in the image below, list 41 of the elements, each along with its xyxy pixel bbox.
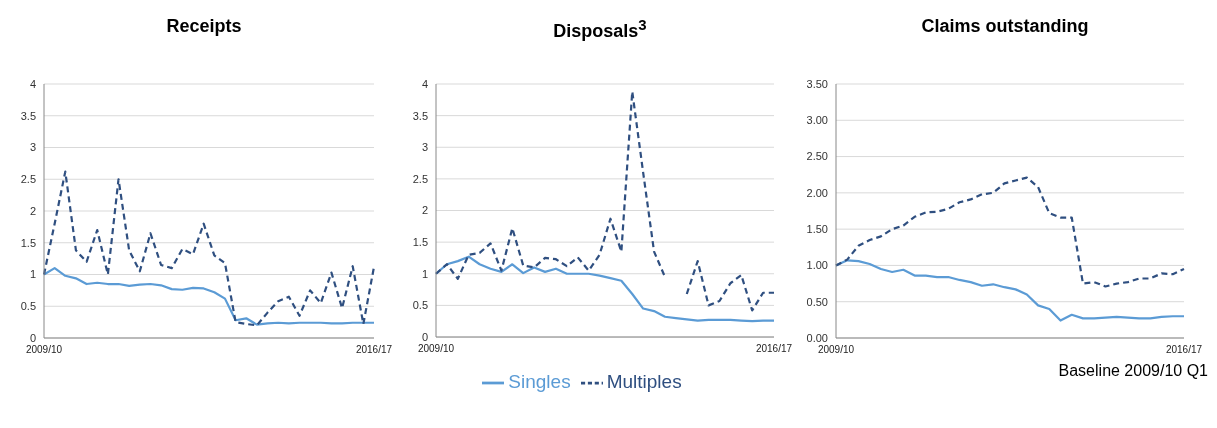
legend-label: Singles [508,371,571,393]
y-tick-label: 0.5 [20,300,36,313]
chart-title: Claims outstanding [920,15,1090,38]
chart-title: Disposals$^{3}$ [552,15,648,43]
text: Baseline 2009/10 Q1 [1057,362,1209,380]
y-tick-label: 0.00 [806,331,828,344]
line-series [42,267,376,326]
y-tick-label: 3 [421,141,428,154]
y-tick-label: 3.5 [20,109,36,122]
line-series [834,176,1186,288]
y-tick-label: 0 [29,331,36,344]
y-tick-label: 1.5 [412,236,428,249]
y-tick-label: 4 [421,77,428,90]
x-tick-label: 2009/10 [817,344,855,356]
y-tick-label: 2.50 [806,150,828,163]
x-tick-label: 2016/17 [1165,344,1203,356]
x-tick-label: 2009/10 [25,344,63,356]
y-tick-label: 0.5 [412,299,428,312]
y-tick-label: 3.50 [806,77,828,90]
x-tick-label: 2009/10 [417,343,455,355]
y-tick-label: 3.5 [412,109,428,122]
x-tick-label: 2016/17 [755,343,793,355]
y-tick-label: 4 [29,77,36,90]
y-tick-label: 0 [421,330,428,343]
y-tick-label: 1 [421,267,428,280]
line-series [42,170,376,327]
y-tick-label: 3 [29,141,36,154]
y-tick-label: 1 [29,268,36,281]
y-tick-label: 0.50 [806,295,828,308]
y-tick-label: 2 [421,204,428,217]
legend-label: Multiples [606,371,682,393]
y-tick-label: 3.00 [806,114,828,127]
y-tick-label: 1.50 [806,223,828,236]
y-tick-label: 1.00 [806,259,828,272]
x-tick-label: 2016/17 [355,344,393,356]
y-tick-label: 2 [29,204,36,217]
y-tick-label: 1.5 [20,236,36,249]
chart-title: Receipts [165,15,243,38]
y-tick-label: 2.00 [806,186,828,199]
y-tick-label: 2.5 [20,173,36,186]
y-tick-label: 2.5 [412,172,428,185]
